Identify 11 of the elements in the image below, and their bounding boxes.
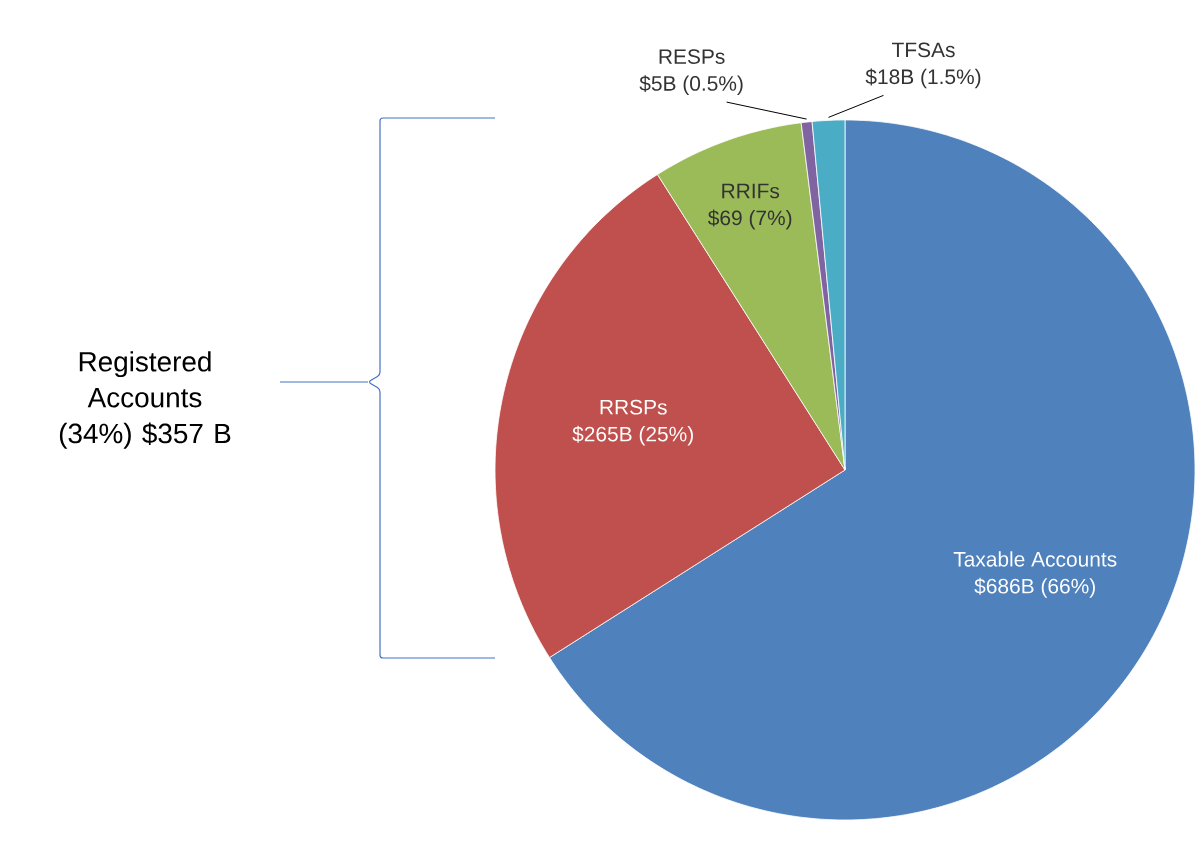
data-label: $5B (0.5%) [639, 75, 743, 95]
slice-label: Taxable Accounts [953, 551, 1117, 567]
data-label: $265B (25%) [572, 425, 693, 446]
data-label: $69 (7%) [707, 209, 792, 230]
slice-label: RRIFs [722, 183, 780, 199]
slice-label: TFSAs [892, 42, 955, 58]
data-label: $18B (1.5%) [865, 68, 981, 89]
data-label: $686B (66%) [974, 577, 1095, 598]
slice-label: RRSPs [600, 399, 667, 415]
text: Registered Accounts (34%) $357 B [59, 351, 231, 449]
slice-label: RESPs [659, 49, 725, 64]
